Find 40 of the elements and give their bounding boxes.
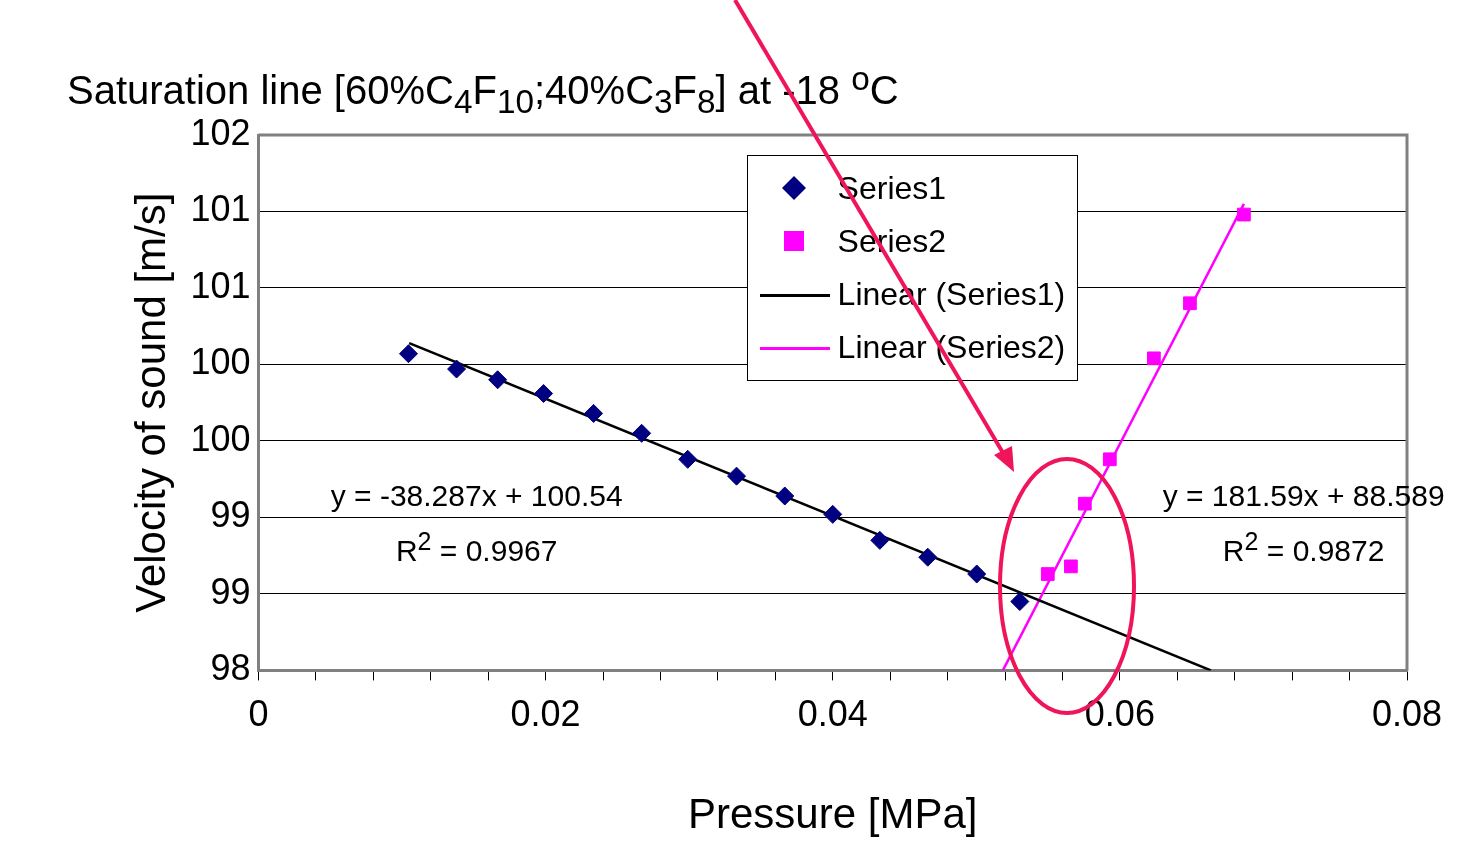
y-tick-label: 98 [210, 647, 251, 689]
x-axis-title: Pressure [MPa] [688, 790, 978, 838]
y-tick-label: 101 [190, 264, 251, 306]
x-tick-label: 0.06 [1084, 692, 1155, 734]
x-tick-label: 0.08 [1371, 692, 1443, 734]
point [870, 530, 890, 550]
y-tick-label: 100 [190, 417, 251, 459]
annotation: R$^{2}$ = 0.9967 [395, 527, 558, 569]
point [1102, 452, 1117, 467]
annotation: y = 181.59x + 88.589 [1162, 479, 1445, 514]
point [775, 486, 795, 506]
point [1237, 207, 1251, 222]
y-axis-title: Velocity of sound [m/s] [126, 192, 174, 613]
y-tick-label: 102 [190, 111, 251, 153]
x-tick-label: 0.02 [510, 692, 581, 734]
point [823, 504, 843, 524]
point [727, 466, 747, 486]
annotation: R$^{2}$ = 0.9872 [1222, 527, 1385, 569]
point [1183, 296, 1197, 311]
point [488, 370, 508, 390]
y-tick-label: 99 [210, 570, 251, 612]
annotation: y = -38.287x + 100.54 [330, 479, 623, 514]
point [584, 403, 604, 423]
point [1010, 592, 1030, 612]
point [1064, 559, 1078, 574]
point [1077, 496, 1092, 511]
point [1040, 567, 1055, 581]
point [678, 449, 698, 469]
point [967, 564, 987, 584]
point [918, 547, 938, 567]
x-tick-label: 0 [248, 692, 269, 734]
y-tick-label: 101 [190, 188, 251, 230]
y-tick-label: 99 [210, 494, 251, 536]
point [398, 344, 418, 364]
point [534, 384, 554, 404]
point [632, 423, 652, 443]
point [447, 359, 467, 379]
x-tick-label: 0.04 [797, 692, 868, 734]
point [1147, 351, 1161, 366]
y-tick-label: 100 [190, 341, 251, 383]
